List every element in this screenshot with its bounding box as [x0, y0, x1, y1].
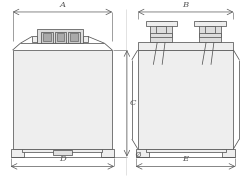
- Bar: [70, 33, 78, 41]
- Bar: [55, 31, 66, 43]
- Bar: [43, 33, 51, 41]
- Bar: [57, 33, 64, 41]
- Bar: [13, 50, 112, 149]
- Bar: [156, 26, 166, 33]
- Text: D: D: [59, 155, 66, 163]
- Bar: [205, 26, 215, 33]
- Text: C: C: [130, 99, 136, 107]
- Bar: [136, 149, 149, 157]
- Text: E: E: [183, 155, 189, 163]
- Bar: [199, 21, 221, 42]
- Bar: [138, 50, 233, 149]
- Bar: [199, 33, 221, 37]
- Bar: [22, 149, 102, 152]
- Bar: [150, 33, 172, 37]
- Bar: [41, 31, 53, 43]
- Bar: [100, 149, 114, 157]
- Bar: [222, 149, 235, 157]
- Text: A: A: [60, 1, 65, 9]
- Text: Ø: Ø: [136, 152, 141, 158]
- Bar: [32, 36, 37, 42]
- Bar: [83, 36, 88, 42]
- Bar: [37, 29, 83, 43]
- Bar: [146, 149, 226, 152]
- Bar: [150, 21, 172, 42]
- Bar: [194, 21, 226, 26]
- Bar: [138, 42, 233, 50]
- Text: B: B: [183, 1, 189, 9]
- Bar: [53, 150, 72, 155]
- Bar: [146, 21, 177, 26]
- Bar: [68, 31, 80, 43]
- Bar: [11, 149, 24, 157]
